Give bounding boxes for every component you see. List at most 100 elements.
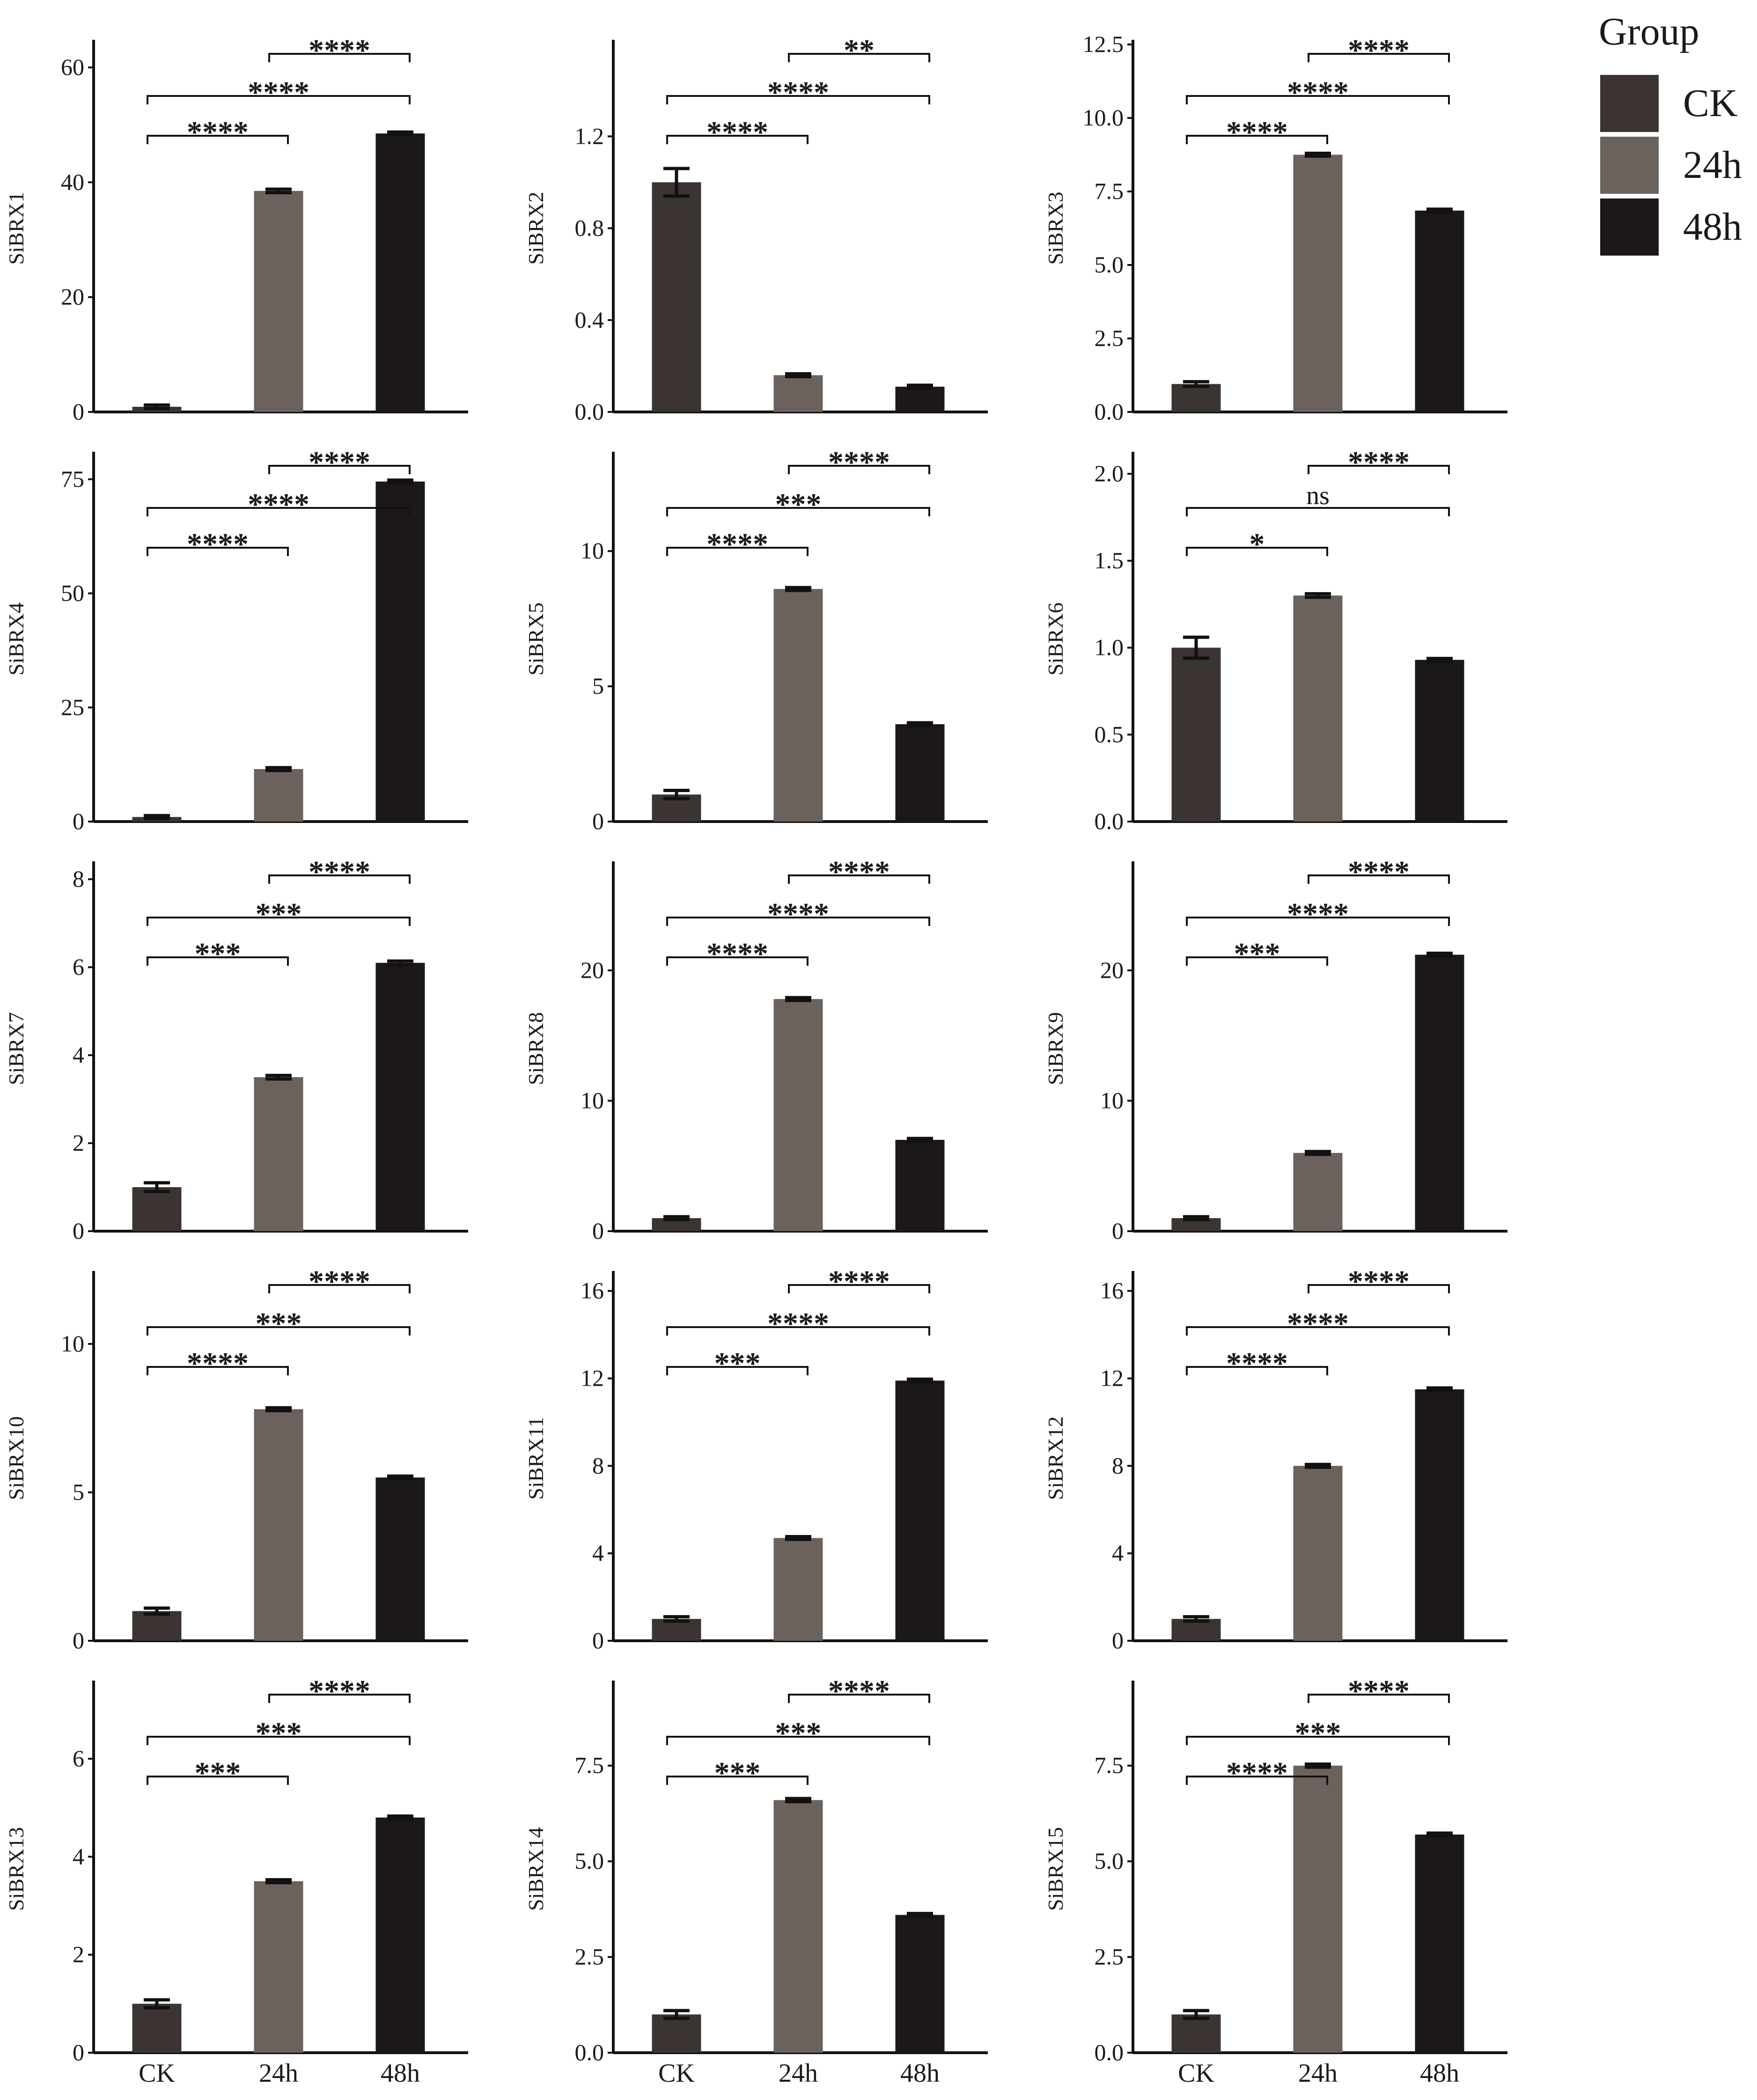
bar-24h bbox=[254, 191, 303, 412]
significance-label: **** bbox=[187, 115, 249, 149]
bar-48h bbox=[895, 1140, 945, 1231]
legend-label: 48h bbox=[1683, 205, 1742, 249]
bar-48h bbox=[1415, 955, 1464, 1231]
bar-48h bbox=[375, 133, 425, 412]
significance-label: **** bbox=[1226, 1756, 1288, 1790]
bar-CK bbox=[132, 2004, 182, 2053]
y-tick-label: 0 bbox=[592, 808, 604, 834]
y-tick-label: 10 bbox=[581, 1087, 604, 1113]
bar-24h bbox=[773, 375, 823, 412]
significance-label: **** bbox=[706, 527, 768, 561]
significance-bracket bbox=[666, 507, 930, 516]
significance-label: *** bbox=[256, 1716, 302, 1750]
bar-48h bbox=[1415, 1389, 1464, 1641]
significance-label: *** bbox=[256, 897, 302, 931]
significance-bracket bbox=[1186, 1736, 1450, 1745]
y-tick-label: 25 bbox=[61, 694, 84, 720]
bar-CK bbox=[132, 1611, 182, 1641]
legend-swatch bbox=[1600, 137, 1659, 194]
legend-swatch bbox=[1600, 198, 1659, 256]
y-tick-label: 8 bbox=[592, 1452, 604, 1478]
y-tick-label: 12 bbox=[1100, 1365, 1124, 1391]
y-tick-label: 0 bbox=[592, 1218, 604, 1244]
significance-bracket bbox=[666, 135, 809, 144]
y-tick-label: 8 bbox=[1112, 1452, 1124, 1478]
x-tick-label: 24h bbox=[1298, 2059, 1338, 2088]
y-tick-label: 4 bbox=[73, 1042, 84, 1068]
y-tick-label: 60 bbox=[61, 54, 84, 80]
significance-bracket bbox=[1308, 874, 1450, 884]
bar-CK bbox=[1171, 384, 1221, 412]
significance-bracket bbox=[788, 874, 930, 884]
y-axis-label: SiBRX11 bbox=[524, 1417, 548, 1499]
y-tick-label: 5.0 bbox=[1095, 251, 1124, 278]
significance-label: **** bbox=[309, 855, 370, 889]
y-tick-label: 2 bbox=[73, 1130, 84, 1156]
y-tick-label: 0 bbox=[1112, 1627, 1124, 1653]
y-axis-label: SiBRX7 bbox=[4, 1012, 28, 1085]
y-tick-label: 0 bbox=[592, 1627, 604, 1653]
significance-label: **** bbox=[828, 1264, 890, 1299]
panel-3: 0.0 2.5 5.0 7.5 10.0 12.5 SiBRX3 **** **** **** bbox=[1044, 31, 1507, 425]
significance-bracket bbox=[666, 1366, 809, 1375]
y-tick-label: 1.0 bbox=[1095, 634, 1124, 661]
significance-bracket bbox=[1186, 547, 1328, 556]
y-tick-label: 8 bbox=[73, 866, 84, 892]
y-axis-label: SiBRX3 bbox=[1044, 192, 1067, 265]
y-tick-label: 20 bbox=[581, 957, 604, 983]
bar-24h bbox=[254, 769, 303, 822]
bar-48h bbox=[1415, 660, 1464, 822]
y-tick-label: 4 bbox=[592, 1540, 604, 1566]
significance-label: **** bbox=[767, 75, 829, 110]
bar-CK bbox=[132, 1187, 182, 1231]
significance-bracket bbox=[666, 1776, 809, 1785]
y-tick-label: 10.0 bbox=[1083, 104, 1124, 131]
significance-label: **** bbox=[1348, 445, 1410, 479]
bar-24h bbox=[1293, 1153, 1343, 1231]
y-tick-label: 6 bbox=[73, 954, 84, 980]
y-tick-label: 0.5 bbox=[1095, 721, 1124, 747]
bar-CK bbox=[652, 2014, 701, 2053]
significance-bracket bbox=[1308, 53, 1450, 62]
significance-label: **** bbox=[706, 937, 768, 971]
y-tick-label: 0.0 bbox=[1095, 808, 1124, 834]
y-tick-label: 10 bbox=[61, 1330, 84, 1357]
y-axis-label: SiBRX9 bbox=[1044, 1012, 1067, 1085]
significance-bracket bbox=[268, 465, 411, 474]
significance-bracket bbox=[1186, 1366, 1328, 1375]
significance-bracket bbox=[1186, 956, 1328, 966]
significance-bracket bbox=[666, 547, 809, 556]
y-tick-label: 0 bbox=[73, 1218, 84, 1244]
significance-label: *** bbox=[775, 1716, 822, 1750]
y-tick-label: 1.2 bbox=[575, 123, 604, 149]
bar-48h bbox=[375, 962, 425, 1231]
x-tick-label: CK bbox=[1178, 2059, 1214, 2088]
significance-label: ns bbox=[1306, 481, 1330, 510]
significance-bracket bbox=[666, 917, 930, 926]
y-axis-label: SiBRX1 bbox=[4, 192, 28, 265]
significance-label: **** bbox=[767, 1307, 829, 1341]
bar-48h bbox=[895, 724, 945, 822]
significance-bracket bbox=[147, 1326, 411, 1336]
significance-bracket bbox=[147, 1736, 411, 1745]
panel-6: 0.0 0.5 1.0 1.5 2.0 SiBRX6 **** ns * bbox=[1044, 445, 1507, 834]
significance-label: *** bbox=[714, 1346, 761, 1380]
significance-label: *** bbox=[1234, 937, 1280, 971]
legend-label: 24h bbox=[1683, 143, 1742, 187]
y-tick-label: 50 bbox=[61, 580, 84, 606]
bar-48h bbox=[1415, 210, 1464, 412]
significance-bracket bbox=[268, 1284, 411, 1293]
significance-label: **** bbox=[1348, 33, 1410, 67]
panel-8: 0 10 20 SiBRX8 **** **** **** bbox=[524, 855, 988, 1244]
y-tick-label: 16 bbox=[1100, 1278, 1124, 1304]
significance-label: **** bbox=[828, 445, 890, 479]
y-tick-label: 0.8 bbox=[575, 215, 604, 241]
significance-label: **** bbox=[187, 527, 249, 561]
bar-48h bbox=[895, 1915, 945, 2053]
y-tick-label: 6 bbox=[73, 1745, 84, 1771]
x-tick-label: 48h bbox=[1420, 2059, 1459, 2088]
